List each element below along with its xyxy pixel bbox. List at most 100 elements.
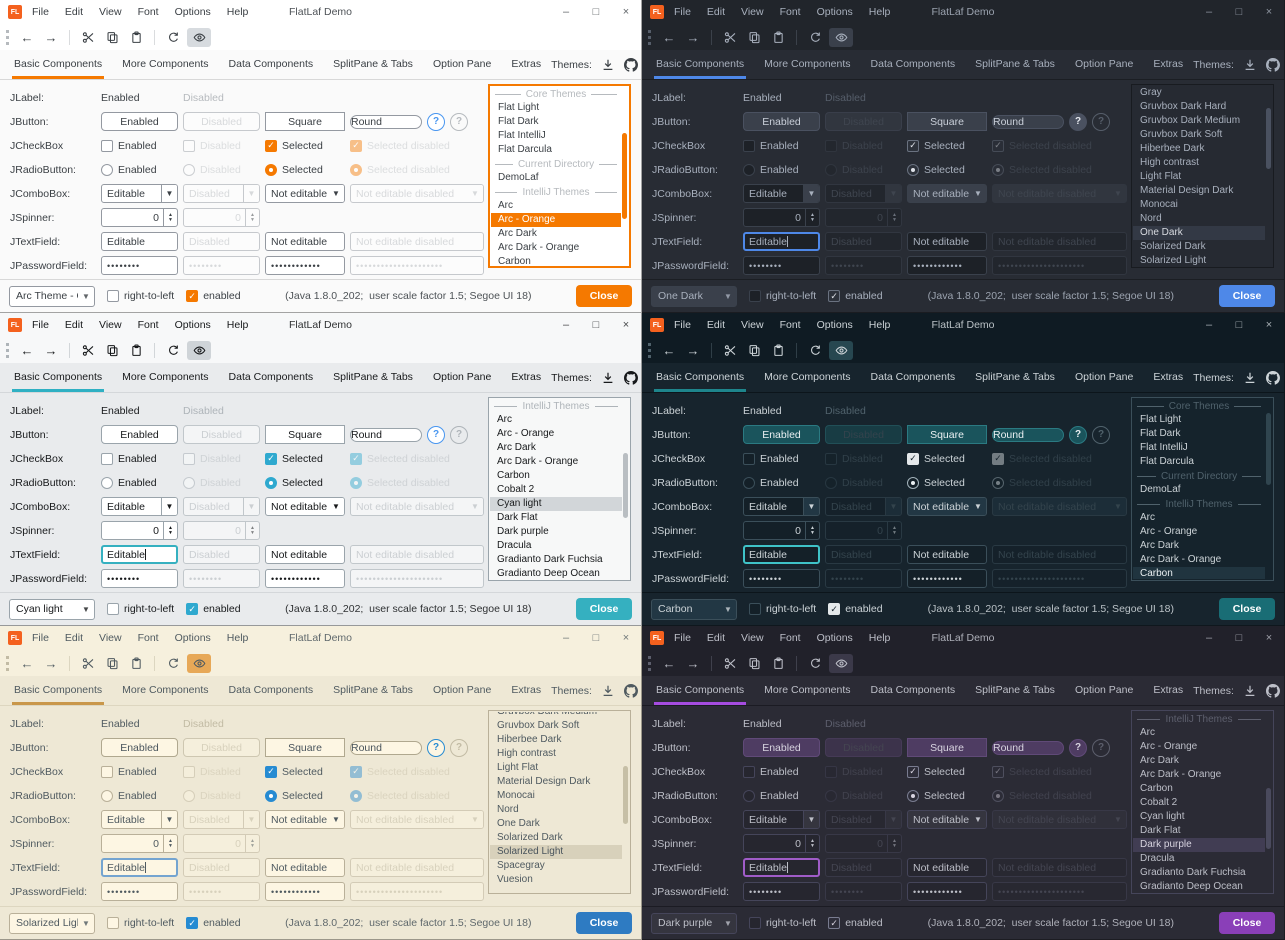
theme-list-item[interactable]: Arc Dark - Orange xyxy=(491,241,621,255)
maximize-button[interactable]: □ xyxy=(592,632,600,644)
menu-item-font[interactable]: Font xyxy=(779,632,801,644)
theme-list-item[interactable]: Arc Dark - Orange xyxy=(490,455,622,469)
theme-list-item[interactable]: Monocai xyxy=(1133,198,1265,212)
passwordfield-editable[interactable]: •••••••• xyxy=(101,882,178,901)
theme-list-item[interactable]: Gruvbox Dark Hard xyxy=(1133,100,1265,114)
checkbox-selected[interactable]: ✓ Selected xyxy=(907,762,987,781)
combobox-not-editable[interactable]: Not editable ▼ xyxy=(265,810,345,829)
cut-button[interactable] xyxy=(720,28,740,47)
list-scrollbar[interactable] xyxy=(1265,86,1272,266)
help-button[interactable]: ? xyxy=(1069,112,1087,131)
right-to-left-checkbox[interactable]: right-to-left xyxy=(749,290,816,302)
help-button[interactable]: ? xyxy=(427,738,445,757)
eye-toggle-button[interactable] xyxy=(187,340,211,360)
enabled-button[interactable]: Enabled xyxy=(101,425,178,444)
back-button[interactable]: ← xyxy=(17,654,37,673)
paste-button[interactable] xyxy=(768,654,788,673)
list-scrollbar-thumb[interactable] xyxy=(623,453,628,518)
theme-list-item[interactable]: Arc - Orange xyxy=(1133,740,1265,754)
theme-list-item[interactable]: Gradianto Dark Fuchsia xyxy=(1133,866,1265,880)
spinner-arrows[interactable]: ▲ ▼ xyxy=(163,209,177,226)
close-button[interactable]: Close xyxy=(1219,912,1275,934)
theme-list-item[interactable]: Gruvbox Dark Medium xyxy=(490,712,622,719)
download-theme-button[interactable] xyxy=(1243,371,1257,385)
combobox-editable[interactable]: Editable ▼ xyxy=(101,810,178,829)
theme-list-item[interactable]: Arc Dark xyxy=(1133,754,1265,768)
download-theme-button[interactable] xyxy=(1243,58,1257,72)
tab-splitpane-tabs[interactable]: SplitPane & Tabs xyxy=(975,58,1055,70)
minimize-button[interactable]: – xyxy=(562,319,570,331)
theme-list-item[interactable]: Flat IntelliJ xyxy=(1133,441,1265,455)
copy-button[interactable] xyxy=(744,28,764,47)
tab-basic-components[interactable]: Basic Components xyxy=(4,50,112,79)
theme-list-item[interactable]: Gruvbox Dark Medium xyxy=(1133,114,1265,128)
help-button-secondary[interactable]: ? xyxy=(450,425,468,444)
theme-list-item[interactable]: Arc xyxy=(490,413,622,427)
theme-switcher-combo[interactable]: Cyan light ▼ xyxy=(9,598,95,620)
menu-item-help[interactable]: Help xyxy=(226,632,249,644)
tab-extras[interactable]: Extras xyxy=(1153,684,1184,696)
help-button-secondary[interactable]: ? xyxy=(1092,112,1110,131)
download-theme-button[interactable] xyxy=(601,371,615,385)
spinner-up-icon[interactable]: ▲ xyxy=(810,211,815,218)
round-button[interactable]: Round xyxy=(350,427,422,442)
checkbox-selected[interactable]: ✓ Selected xyxy=(907,449,987,468)
square-button[interactable]: Square xyxy=(907,112,987,131)
theme-list-item[interactable]: Material Design Dark xyxy=(490,775,622,789)
theme-list-item[interactable]: Arc xyxy=(491,199,621,213)
github-button[interactable] xyxy=(1265,57,1280,72)
paste-button[interactable] xyxy=(768,341,788,360)
menu-item-edit[interactable]: Edit xyxy=(64,319,84,331)
tab-option-pane[interactable]: Option Pane xyxy=(432,371,492,383)
theme-list-item[interactable]: Cyan light xyxy=(1133,810,1265,824)
help-button-secondary[interactable]: ? xyxy=(1092,425,1110,444)
help-button-secondary[interactable]: ? xyxy=(1092,738,1110,757)
theme-list-item[interactable]: Dark purple xyxy=(490,525,622,539)
copy-button[interactable] xyxy=(102,28,122,47)
github-button[interactable] xyxy=(623,683,638,698)
cut-button[interactable] xyxy=(78,341,98,360)
title-bar[interactable]: FL File Edit View Font Options Help FlatLaf D… xyxy=(0,313,641,337)
list-scrollbar-thumb[interactable] xyxy=(1266,787,1271,849)
theme-list-item[interactable]: Carbon xyxy=(1133,782,1265,796)
spinner-down-icon[interactable]: ▼ xyxy=(168,529,173,536)
spinner-arrows[interactable]: ▲ ▼ xyxy=(163,835,177,852)
toolbar-grip-handle[interactable] xyxy=(6,29,9,45)
radio-enabled[interactable]: Enabled xyxy=(101,786,178,805)
combobox-not-editable[interactable]: Not editable ▼ xyxy=(907,184,987,203)
theme-list-item[interactable]: Nord xyxy=(490,803,622,817)
menu-item-view[interactable]: View xyxy=(741,632,764,644)
theme-list-item[interactable]: Arc Dark xyxy=(1133,539,1265,553)
right-to-left-checkbox[interactable]: right-to-left xyxy=(107,917,174,929)
right-to-left-checkbox[interactable]: right-to-left xyxy=(107,603,174,615)
theme-list-item[interactable]: Monocai xyxy=(490,789,622,803)
theme-list-item[interactable]: Arc - Orange xyxy=(490,427,622,441)
back-button[interactable]: ← xyxy=(17,28,37,47)
download-theme-button[interactable] xyxy=(601,58,615,72)
list-scrollbar-thumb[interactable] xyxy=(622,133,627,219)
right-to-left-checkbox[interactable]: right-to-left xyxy=(107,290,174,302)
theme-list[interactable]: IntelliJ Themes Arc Arc - Orange Arc Dark Ar… xyxy=(1133,712,1265,892)
title-bar[interactable]: FL File Edit View Font Options Help FlatLaf D… xyxy=(642,626,1284,650)
passwordfield-editable[interactable]: •••••••• xyxy=(101,569,178,588)
menu-item-file[interactable]: File xyxy=(32,319,49,331)
tab-basic-components[interactable]: Basic Components xyxy=(646,676,754,705)
close-window-button[interactable]: × xyxy=(622,6,630,18)
square-button[interactable]: Square xyxy=(907,425,987,444)
close-button[interactable]: Close xyxy=(576,598,632,620)
list-scrollbar[interactable] xyxy=(621,87,628,265)
menu-item-font[interactable]: Font xyxy=(779,319,801,331)
theme-list-item[interactable]: Arc Dark - Orange xyxy=(1133,553,1265,567)
checkbox-selected[interactable]: ✓ Selected xyxy=(265,449,345,468)
enabled-checkbox[interactable]: ✓ enabled xyxy=(828,290,883,302)
theme-list-item[interactable]: Gruvbox Dark Soft xyxy=(1133,128,1265,142)
close-window-button[interactable]: × xyxy=(622,632,630,644)
combobox-editable[interactable]: Editable ▼ xyxy=(743,497,820,516)
theme-switcher-combo[interactable]: Dark purple ▼ xyxy=(651,912,737,934)
spinner-enabled[interactable]: 0 ▲ ▼ xyxy=(101,208,178,227)
theme-list-item[interactable]: Dracula xyxy=(490,539,622,553)
checkbox-enabled[interactable]: Enabled xyxy=(743,449,820,468)
close-window-button[interactable]: × xyxy=(1265,319,1273,331)
enabled-checkbox[interactable]: ✓ enabled xyxy=(828,917,883,929)
theme-list-item[interactable]: DemoLaf xyxy=(491,171,621,185)
